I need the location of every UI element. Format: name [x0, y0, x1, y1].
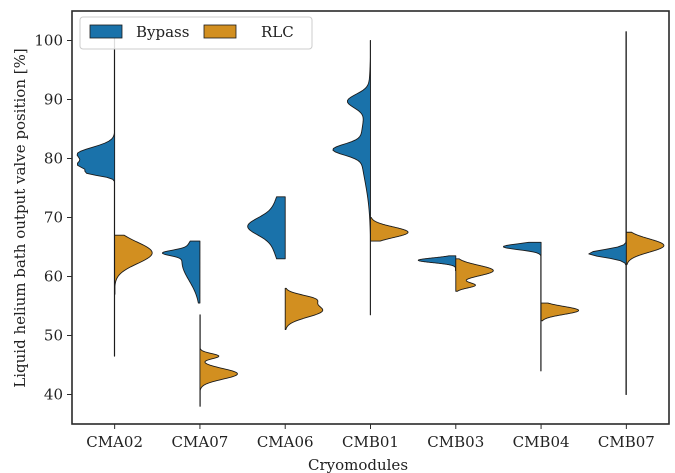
y-tick-label-60: 60: [44, 268, 63, 286]
x-tick-label-CMB07: CMB07: [598, 433, 655, 451]
violin-rlc-cma06: [284, 287, 324, 331]
violin-bypass-cmb04: [503, 241, 542, 372]
violin-bypass-cmb01: [332, 40, 371, 316]
y-tick-label-90: 90: [44, 91, 63, 109]
x-tick-label-CMB04: CMB04: [513, 433, 570, 451]
violin-bypass-cma07: [161, 240, 201, 304]
y-tick-label-70: 70: [44, 209, 63, 227]
violin-bypass-cma02: [76, 34, 116, 357]
legend-label-rlc: RLC: [261, 23, 294, 41]
y-axis-label: Liquid helium bath output valve position…: [11, 48, 29, 387]
x-tick-label-CMA07: CMA07: [172, 433, 229, 451]
violin-rlc-cmb03: [455, 258, 494, 292]
y-tick-label-40: 40: [44, 386, 63, 404]
x-axis-label: Cryomodules: [308, 456, 408, 473]
x-tick-label-CMA06: CMA06: [257, 433, 314, 451]
x-tick-label-CMB01: CMB01: [342, 433, 399, 451]
violin-rlc-cma02: [114, 234, 153, 295]
legend-label-bypass: Bypass: [136, 23, 189, 41]
violin-bypass-cma06: [247, 196, 286, 260]
violin-rlc-cmb04: [540, 302, 580, 322]
x-tick-label-CMA02: CMA02: [86, 433, 143, 451]
legend-box: [79, 16, 313, 50]
y-axis: 40 50 60 70 80 90 100: [34, 32, 72, 404]
y-tick-label-80: 80: [44, 150, 63, 168]
violins: [76, 31, 665, 407]
x-tick-label-CMB03: CMB03: [427, 433, 484, 451]
legend-swatch-rlc: [203, 24, 237, 39]
x-axis: CMA02 CMA07 CMA06 CMB01 CMB03 CMB04 CMB07: [86, 424, 655, 451]
legend-swatch-bypass: [89, 24, 123, 39]
violin-rlc-cma07: [199, 314, 238, 407]
violin-rlc-cmb01: [370, 217, 409, 242]
y-tick-label-50: 50: [44, 327, 63, 345]
legend: Bypass RLC: [79, 16, 313, 50]
y-tick-label-100: 100: [34, 32, 63, 50]
violin-bypass-cmb03: [417, 255, 457, 272]
violin-bypass-cmb07: [588, 31, 627, 395]
violin-rlc-cmb07: [625, 231, 665, 266]
